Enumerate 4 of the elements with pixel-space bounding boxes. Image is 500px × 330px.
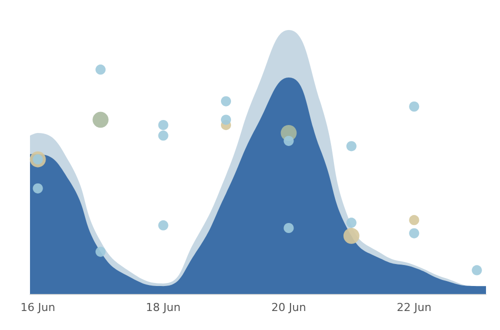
x-tick-label: 20 Jun — [271, 301, 306, 314]
x-tick-label: 18 Jun — [146, 301, 181, 314]
x-tick-label: 22 Jun — [396, 301, 432, 314]
x-tick-label: 16 Jun — [20, 301, 56, 314]
